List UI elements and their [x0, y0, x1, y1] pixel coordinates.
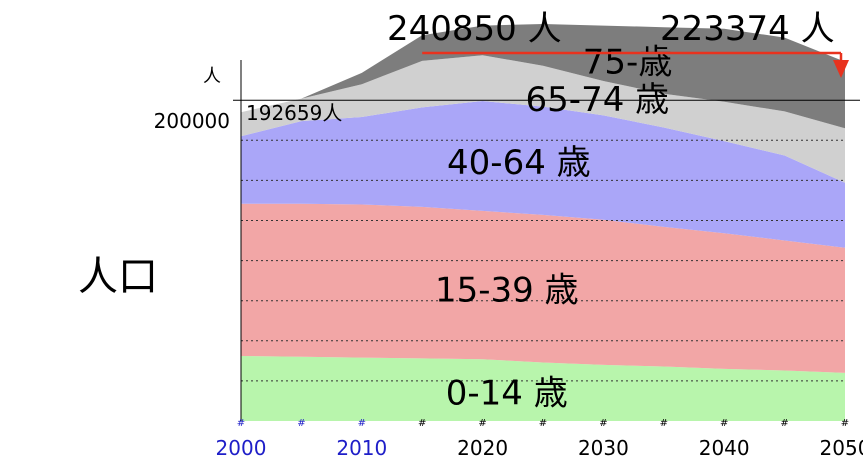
series-label: 0-14 歳	[446, 374, 568, 414]
x-tick-label: 2020	[457, 436, 508, 460]
x-minor-tick: #	[418, 418, 426, 429]
x-tick-label: 2040	[699, 436, 750, 460]
x-minor-tick: #	[780, 418, 788, 429]
stacked-areas	[241, 24, 845, 421]
peak-total-label: 240850 人	[387, 9, 562, 49]
x-minor-tick: #	[358, 418, 366, 429]
x-minor-tick: #	[841, 418, 849, 429]
x-minor-tick: #	[660, 418, 668, 429]
series-label: 65-74 歳	[526, 80, 670, 120]
series-labels: 0-14 歳 15-39 歳 40-64 歳 65-74 歳75-歳	[435, 43, 672, 414]
start-total-label: 192659人	[246, 101, 342, 125]
x-minor-tick: #	[237, 418, 245, 429]
x-minor-tick: #	[478, 418, 486, 429]
x-minor-ticks: # # # # # # # # # # #	[237, 418, 849, 429]
series-label: 40-64 歳	[447, 143, 591, 183]
x-tick-label: 2050	[820, 436, 863, 460]
area-75-歳	[241, 24, 845, 129]
decline-arrow-head	[833, 60, 849, 78]
series-label: 75-歳	[583, 43, 673, 83]
y-axis-unit: 人	[203, 66, 221, 87]
x-tick-label: 2000	[216, 436, 267, 460]
x-minor-tick: #	[297, 418, 305, 429]
gridlines	[241, 139, 845, 382]
area-0-14歳	[241, 356, 845, 421]
x-minor-tick: #	[720, 418, 728, 429]
x-tick-label: 2010	[336, 436, 387, 460]
y-axis-title: 人口	[78, 254, 158, 300]
area-15-39歳	[241, 203, 845, 373]
x-tick-label: 2030	[578, 436, 629, 460]
series-label: 15-39 歳	[435, 271, 579, 311]
y-tick-label: 200000	[154, 109, 230, 133]
area-65-74歳	[241, 55, 845, 183]
x-minor-tick: #	[539, 418, 547, 429]
x-tick-labels: 2000 2010 2020 2030 2040 2050	[216, 436, 863, 460]
x-minor-tick: #	[599, 418, 607, 429]
area-40-64歳	[241, 101, 845, 248]
end-total-label: 223374 人	[660, 9, 835, 49]
